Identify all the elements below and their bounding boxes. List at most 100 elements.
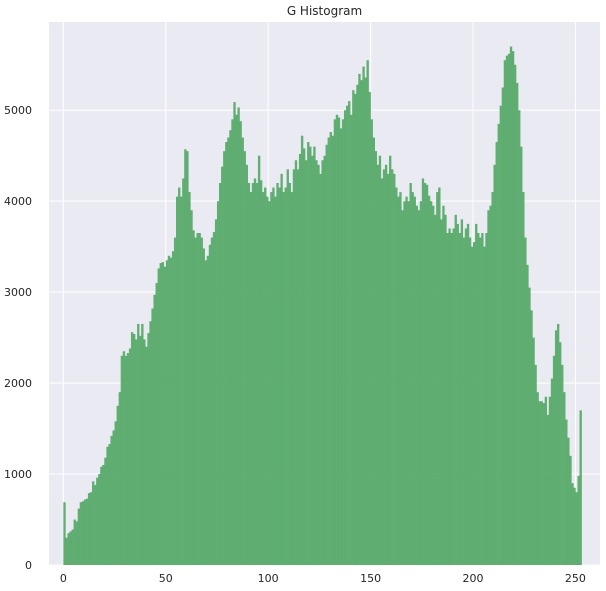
histogram-bar <box>135 339 138 565</box>
histogram-bar <box>327 137 330 565</box>
histogram-bar <box>165 260 169 565</box>
histogram-bar <box>366 60 369 566</box>
histogram-bar <box>194 237 197 566</box>
histogram-bar <box>468 237 472 566</box>
histogram-bar <box>296 169 300 565</box>
x-tick-label: 250 <box>565 572 586 585</box>
histogram-bar <box>409 182 412 566</box>
histogram-bar <box>526 264 529 565</box>
histogram-bar <box>350 114 353 566</box>
histogram-bar <box>489 205 492 565</box>
histogram-bar <box>513 64 517 565</box>
histogram-bar <box>75 521 78 565</box>
histogram-bar <box>259 180 263 566</box>
histogram-bar <box>264 187 267 565</box>
histogram-bar <box>298 153 302 566</box>
histogram-bar <box>65 537 68 565</box>
histogram-bar <box>73 519 76 565</box>
histogram-bar <box>524 237 527 566</box>
histogram-bar <box>436 192 439 565</box>
histogram-bar <box>169 257 173 565</box>
histogram-bar <box>110 435 113 565</box>
histogram-bar <box>370 119 373 566</box>
histogram-bar <box>415 205 418 565</box>
histogram-bar <box>407 201 410 565</box>
histogram-bar <box>456 223 459 565</box>
histogram-bar <box>354 93 357 565</box>
histogram-bar <box>69 531 72 565</box>
histogram-bar <box>219 182 222 566</box>
histogram-bar <box>419 201 423 565</box>
histogram-bar <box>577 475 580 565</box>
histogram-bar <box>450 233 453 565</box>
histogram-bar <box>147 333 150 565</box>
histogram-bar <box>178 187 181 565</box>
histogram-bar <box>423 182 427 566</box>
histogram-bar <box>358 73 361 565</box>
histogram-bar <box>485 233 488 565</box>
histogram-bar <box>77 508 81 565</box>
histogram-bar <box>208 244 212 565</box>
histogram-bar <box>184 149 187 566</box>
histogram-bar <box>413 196 416 565</box>
histogram-bar <box>272 187 275 565</box>
histogram-bar <box>393 173 396 565</box>
histogram-bar <box>391 169 394 565</box>
histogram-bar <box>128 348 132 565</box>
histogram-bar <box>380 178 384 566</box>
histogram-bar <box>386 173 390 565</box>
histogram-bar <box>569 455 572 565</box>
histogram-bar <box>167 255 171 565</box>
histogram-bar <box>286 169 289 565</box>
histogram-bar <box>460 219 464 565</box>
histogram-bar <box>249 192 253 565</box>
histogram-bar <box>579 410 582 565</box>
histogram-bar <box>470 246 474 565</box>
histogram-bar <box>462 237 466 566</box>
histogram-bar <box>231 119 234 566</box>
histogram-bar <box>487 210 490 566</box>
histogram-bar <box>175 196 179 565</box>
histogram-bar <box>364 77 367 565</box>
histogram-bar <box>505 55 509 566</box>
histogram-bar <box>389 155 392 565</box>
histogram-bar <box>511 51 515 565</box>
histogram-bar <box>196 233 199 565</box>
histogram-bar <box>503 60 507 566</box>
histogram-bar <box>559 342 562 565</box>
histogram-bar <box>333 119 337 566</box>
histogram-bar <box>157 268 160 565</box>
histogram-bar <box>421 178 425 566</box>
histogram-bar <box>341 119 345 566</box>
histogram-bar <box>550 378 554 565</box>
histogram-bar <box>245 164 248 565</box>
histogram-bar <box>278 187 281 565</box>
histogram-bar <box>163 266 167 565</box>
histogram-bar <box>67 533 70 565</box>
histogram-bar <box>362 66 365 565</box>
histogram-bar <box>229 130 232 565</box>
histogram-bar <box>329 132 332 565</box>
histogram-bar <box>493 164 496 565</box>
histogram-bar <box>331 135 335 565</box>
histogram-bar <box>473 242 476 566</box>
histogram-bar <box>315 160 318 565</box>
histogram-bar <box>309 146 312 566</box>
histogram-bar <box>403 201 406 565</box>
histogram-bar <box>108 444 111 565</box>
histogram-bar <box>227 137 230 565</box>
histogram-bar <box>411 192 414 565</box>
histogram-bar <box>206 255 210 565</box>
histogram-bar <box>464 228 468 565</box>
histogram-bar <box>311 155 314 565</box>
histogram-bar <box>532 337 535 565</box>
histogram-bar <box>565 419 568 565</box>
y-tick-label: 5000 <box>4 104 32 117</box>
x-axis-ticks: 0 50 100 150 200 250 <box>60 572 586 585</box>
histogram-bar <box>323 155 326 565</box>
histogram-bar <box>417 210 421 566</box>
histogram-bar <box>262 192 265 565</box>
histogram-bar <box>141 323 144 565</box>
histogram-bar <box>302 148 306 566</box>
histogram-bar <box>399 192 402 565</box>
